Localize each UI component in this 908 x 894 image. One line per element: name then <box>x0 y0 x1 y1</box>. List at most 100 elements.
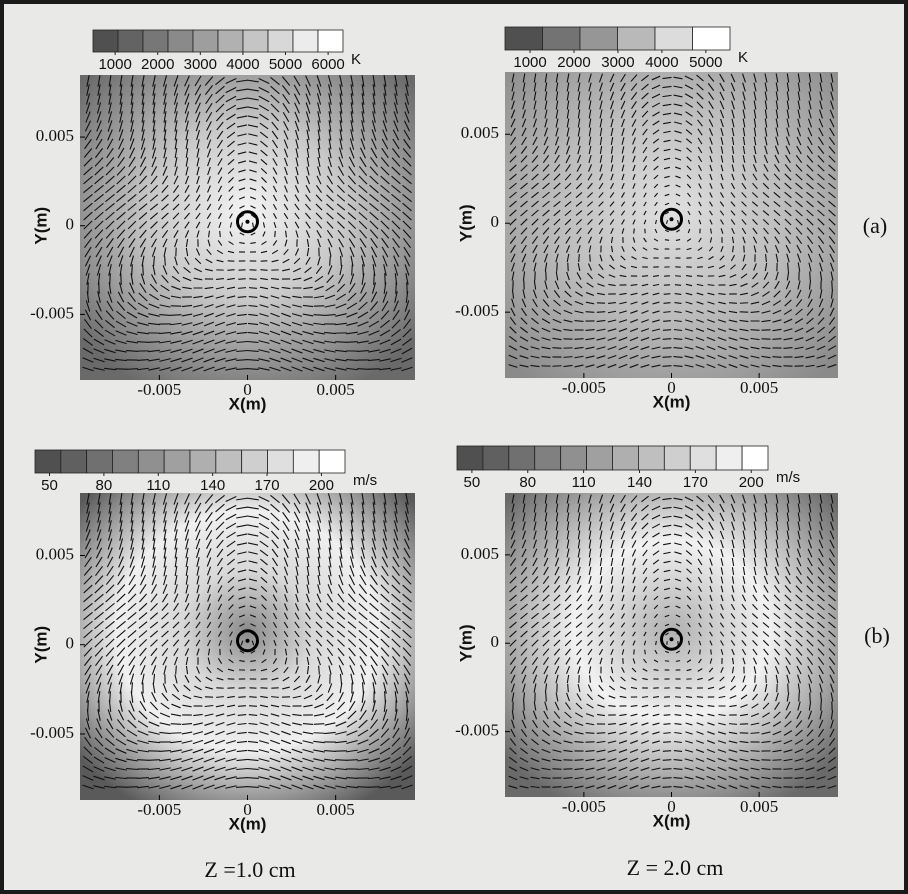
vector-arrow <box>697 668 703 672</box>
vector-arrow <box>806 155 814 163</box>
vector-arrow <box>698 237 702 243</box>
vector-arrow <box>707 83 715 91</box>
vector-arrow <box>589 254 591 262</box>
vector-arrow <box>181 740 193 744</box>
vector-arrow <box>226 122 236 130</box>
vector-arrow <box>544 109 548 119</box>
vector-arrow <box>621 585 625 593</box>
vector-arrow <box>552 337 562 341</box>
vector-arrow <box>674 310 682 314</box>
vector-arrow <box>358 220 368 230</box>
vector-arrow <box>829 109 835 119</box>
vector-arrow <box>215 76 225 86</box>
vector-arrow <box>315 203 323 211</box>
vector-arrow <box>194 267 202 273</box>
vector-arrow <box>643 183 647 189</box>
vector-arrow <box>598 73 604 83</box>
vector-arrow <box>313 366 325 372</box>
vector-arrow <box>250 214 256 218</box>
vector-arrow <box>105 202 115 212</box>
vector-arrow <box>786 548 790 558</box>
y-tick-label: 0.005 <box>461 544 499 563</box>
vector-arrow <box>293 502 301 514</box>
vector-arrow <box>107 547 113 559</box>
vector-arrow <box>248 313 258 317</box>
vector-arrow <box>403 673 411 685</box>
vector-arrow <box>796 136 802 146</box>
vector-arrow <box>819 494 823 504</box>
vector-arrow <box>338 147 344 159</box>
vector-arrow <box>204 76 214 86</box>
vector-arrow <box>686 238 692 242</box>
vector-arrow <box>797 539 801 549</box>
vector-arrow <box>786 503 790 513</box>
vector-arrow <box>784 164 792 172</box>
vector-arrow <box>566 91 570 101</box>
vector-arrow <box>783 739 793 745</box>
vector-arrow <box>173 75 179 87</box>
vector-arrow <box>652 704 660 708</box>
vector-arrow <box>269 348 281 354</box>
vector-arrow <box>294 120 300 132</box>
vector-arrow <box>248 287 258 289</box>
vector-arrow <box>162 656 168 666</box>
vector-arrow <box>673 758 683 762</box>
vector-arrow <box>574 759 584 761</box>
vector-arrow <box>302 775 314 781</box>
vector-arrow <box>195 102 201 114</box>
vector-arrow <box>236 740 248 744</box>
vector-arrow <box>710 228 712 234</box>
vector-arrow <box>762 712 770 718</box>
vector-arrow <box>262 222 266 228</box>
vector-arrow <box>381 655 389 667</box>
vector-arrow <box>84 547 92 559</box>
vector-arrow <box>545 692 547 702</box>
vector-arrow <box>260 695 268 699</box>
vector-arrow <box>696 713 704 717</box>
vector-arrow <box>673 328 683 332</box>
vector-arrow <box>752 173 758 181</box>
vector-arrow <box>380 629 390 639</box>
vector-arrow <box>555 512 559 522</box>
vector-arrow <box>619 713 627 717</box>
vector-arrow <box>394 291 398 303</box>
vector-arrow <box>361 102 365 114</box>
vector-arrow <box>585 301 595 305</box>
vector-arrow <box>170 366 182 372</box>
vector-arrow <box>130 273 134 285</box>
vector-arrow <box>684 505 694 511</box>
vector-arrow <box>270 494 280 504</box>
vector-arrow <box>302 348 314 354</box>
vector-arrow <box>391 602 401 612</box>
vector-arrow <box>327 493 333 505</box>
vector-arrow <box>357 349 369 353</box>
vector-arrow <box>108 75 112 87</box>
vector-arrow <box>227 576 235 584</box>
vector-arrow <box>83 575 93 585</box>
vector-arrow <box>369 638 379 648</box>
vector-arrow <box>174 166 178 176</box>
vector-arrow <box>194 502 202 514</box>
vector-arrow <box>149 283 159 293</box>
vector-arrow <box>555 530 559 540</box>
vector-arrow <box>117 237 125 249</box>
vector-arrow <box>162 683 168 693</box>
vector-arrow <box>642 558 648 566</box>
vector-arrow <box>108 264 112 276</box>
vector-arrow <box>96 538 102 550</box>
vector-arrow <box>284 239 288 247</box>
vector-arrow <box>236 79 248 83</box>
vector-arrow <box>392 556 400 568</box>
vector-arrow <box>696 495 704 503</box>
vector-arrow <box>818 728 824 738</box>
vector-arrow <box>318 665 320 675</box>
vector-arrow <box>129 255 135 267</box>
vector-arrow <box>761 740 771 744</box>
vector-arrow <box>141 520 145 532</box>
vector-arrow <box>632 567 636 575</box>
vector-arrow <box>314 693 324 701</box>
vector-arrow <box>302 740 314 744</box>
vector-arrow <box>697 540 703 548</box>
vector-arrow <box>360 138 366 150</box>
vector-arrow <box>728 723 738 725</box>
